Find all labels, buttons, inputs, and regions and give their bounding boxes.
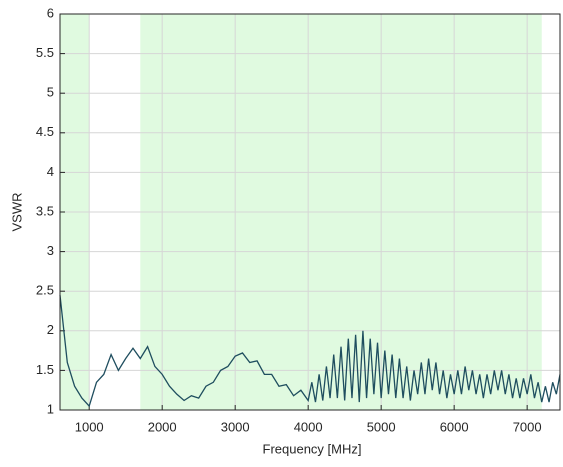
y-tick-label: 3 xyxy=(47,243,54,258)
x-tick-label: 4000 xyxy=(294,419,323,434)
y-tick-label: 4.5 xyxy=(36,124,54,139)
y-tick-label: 2 xyxy=(47,322,54,337)
y-tick-label: 4 xyxy=(47,164,54,179)
x-tick-label: 7000 xyxy=(513,419,542,434)
x-axis-label: Frequency [MHz] xyxy=(263,441,362,456)
y-tick-label: 2.5 xyxy=(36,283,54,298)
x-tick-label: 5000 xyxy=(367,419,396,434)
y-tick-label: 6 xyxy=(47,5,54,20)
data-line xyxy=(59,295,561,408)
x-tick-label: 3000 xyxy=(221,419,250,434)
plot-frame xyxy=(59,13,561,411)
y-tick-label: 1 xyxy=(47,401,54,416)
x-tick-label: 6000 xyxy=(440,419,469,434)
y-tick-label: 5 xyxy=(47,85,54,100)
y-tick-label: 3.5 xyxy=(36,203,54,218)
y-axis-label: VSWR xyxy=(9,193,24,232)
x-tick-label: 1000 xyxy=(75,419,104,434)
x-tick-label: 2000 xyxy=(148,419,177,434)
y-tick-label: 1.5 xyxy=(36,362,54,377)
y-tick-label: 5.5 xyxy=(36,45,54,60)
